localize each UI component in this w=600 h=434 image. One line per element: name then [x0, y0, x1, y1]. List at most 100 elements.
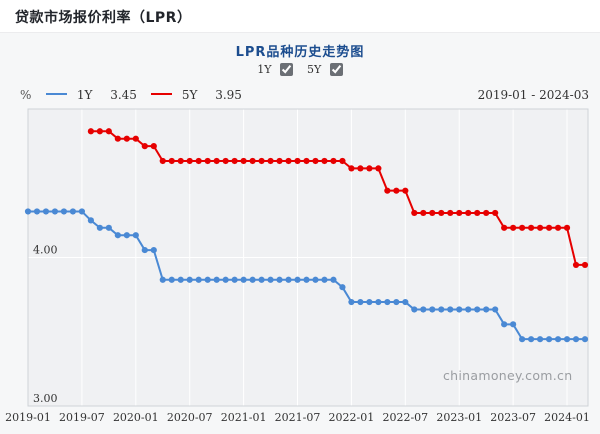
data-point-5Y — [492, 209, 499, 217]
data-point-1Y — [222, 276, 229, 283]
data-point-1Y — [186, 276, 193, 283]
lpr-line-chart: 4.00 3.00 2019-01 2019-07 2020-01 2020-07 2021… — [5, 108, 590, 424]
data-point-1Y — [78, 208, 86, 215]
data-point-5Y — [456, 209, 463, 217]
x-tick-label: 2023-07 — [490, 411, 536, 424]
data-point-1Y — [563, 336, 571, 343]
data-point-5Y — [186, 157, 193, 165]
data-point-5Y — [527, 224, 535, 231]
data-point-5Y — [339, 157, 346, 165]
data-point-1Y — [519, 336, 526, 343]
data-point-1Y — [402, 298, 409, 306]
plot-border — [27, 108, 589, 407]
data-point-5Y — [393, 187, 400, 194]
data-point-1Y — [411, 306, 418, 313]
x-tick-label: 2024-01 — [544, 411, 590, 424]
data-point-5Y — [276, 157, 283, 165]
data-point-5Y — [285, 157, 292, 165]
data-point-5Y — [87, 128, 94, 135]
data-point-1Y — [69, 208, 77, 215]
data-point-1Y — [321, 276, 328, 283]
date-range: 2019-01 - 2024-03 — [477, 88, 589, 102]
data-point-1Y — [447, 306, 454, 313]
data-point-5Y — [258, 157, 265, 165]
data-point-1Y — [339, 284, 346, 291]
data-point-1Y — [150, 246, 157, 254]
data-point-1Y — [420, 306, 427, 313]
data-point-5Y — [545, 224, 553, 231]
chart-panel: LPR品种历史走势图 1Y 5Y % 1Y 3.45 5Y 3.95 2019-… — [0, 32, 600, 434]
widget-header: 贷款市场报价利率（LPR） — [0, 0, 600, 32]
data-point-1Y — [141, 246, 148, 254]
legend-label-5y: 5Y — [181, 88, 198, 102]
legend-value-1y: 3.45 — [110, 88, 137, 102]
data-point-1Y — [510, 321, 517, 328]
legend-label-1y: 1Y — [76, 88, 93, 102]
checkbox-1y-icon[interactable] — [280, 63, 293, 76]
data-point-5Y — [501, 224, 508, 231]
data-point-5Y — [474, 209, 481, 217]
data-point-5Y — [438, 209, 445, 217]
series-toggles: 1Y 5Y — [0, 63, 600, 76]
data-point-5Y — [105, 128, 112, 135]
data-point-1Y — [249, 276, 256, 283]
data-point-5Y — [195, 157, 202, 165]
data-point-1Y — [312, 276, 319, 283]
data-point-5Y — [150, 143, 157, 150]
toggle-1y-label: 1Y — [257, 63, 272, 76]
data-point-5Y — [357, 165, 364, 172]
data-point-1Y — [87, 217, 94, 224]
data-point-5Y — [366, 165, 373, 172]
data-point-1Y — [267, 276, 274, 283]
data-point-5Y — [384, 187, 391, 194]
data-point-5Y — [303, 157, 310, 165]
data-point-1Y — [492, 306, 499, 313]
legend-line-swatch-1y-icon — [46, 93, 67, 95]
data-point-1Y — [572, 336, 580, 343]
data-point-1Y — [581, 336, 589, 343]
x-tick-label: 2022-07 — [382, 411, 428, 424]
data-point-1Y — [132, 232, 139, 239]
data-point-5Y — [132, 135, 139, 142]
data-point-1Y — [429, 306, 436, 313]
x-tick-label: 2022-01 — [329, 411, 375, 424]
data-point-5Y — [177, 157, 184, 165]
data-point-5Y — [240, 157, 247, 165]
data-point-5Y — [563, 224, 571, 231]
data-point-1Y — [545, 336, 553, 343]
data-point-5Y — [168, 157, 175, 165]
x-tick-label: 2020-01 — [113, 411, 159, 424]
data-point-1Y — [258, 276, 265, 283]
data-point-5Y — [429, 209, 436, 217]
x-tick-label: 2021-07 — [275, 411, 321, 424]
data-point-1Y — [276, 276, 283, 283]
y-tick-label: 4.00 — [33, 244, 58, 257]
legend-item-1y: 1Y 3.45 — [46, 88, 137, 102]
data-point-1Y — [33, 208, 41, 215]
data-point-1Y — [231, 276, 238, 283]
data-point-5Y — [411, 209, 418, 217]
data-point-1Y — [536, 336, 544, 343]
checkbox-5y-icon[interactable] — [329, 63, 343, 76]
data-point-5Y — [581, 261, 589, 269]
y-axis-unit: % — [20, 88, 32, 102]
data-point-5Y — [572, 261, 580, 269]
data-point-5Y — [159, 157, 166, 165]
data-point-5Y — [96, 128, 103, 135]
data-point-5Y — [213, 157, 220, 165]
toggle-1y[interactable]: 1Y — [257, 63, 293, 76]
data-point-5Y — [420, 209, 427, 217]
toggle-5y[interactable]: 5Y — [307, 63, 343, 76]
data-point-1Y — [393, 298, 400, 306]
data-point-5Y — [483, 209, 490, 217]
data-point-1Y — [483, 306, 490, 313]
data-point-1Y — [375, 298, 382, 306]
x-tick-label: 2021-01 — [221, 411, 267, 424]
data-point-1Y — [285, 276, 292, 283]
chart-title: LPR品种历史走势图 — [235, 45, 365, 60]
data-point-5Y — [222, 157, 229, 165]
data-point-5Y — [204, 157, 211, 165]
x-tick-label: 2019-01 — [5, 411, 51, 424]
data-point-5Y — [141, 143, 148, 150]
data-point-1Y — [438, 306, 445, 313]
